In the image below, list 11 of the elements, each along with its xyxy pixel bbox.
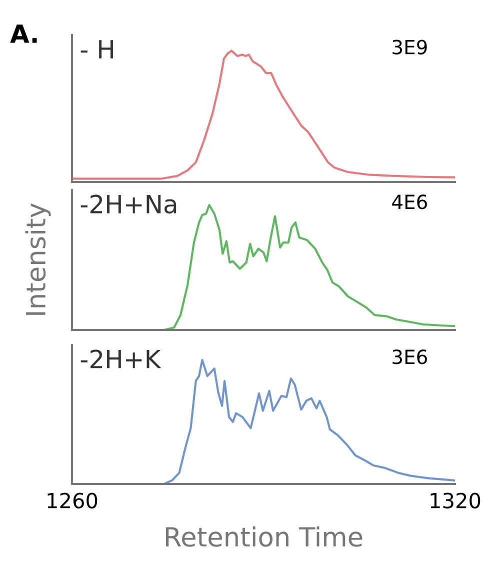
annotation: -2H+Na <box>80 194 176 214</box>
x-tick-label: 1320 <box>430 492 480 508</box>
y-axis-title: Intensity <box>25 203 51 315</box>
annotation: -2H+K <box>80 350 162 368</box>
annotation: 4E6 <box>392 194 427 210</box>
x-tick-label: 1260 <box>48 492 98 508</box>
annotation: - H <box>80 40 113 58</box>
annotation: 3E6 <box>392 350 427 364</box>
chart-title: A. <box>10 24 37 43</box>
x-axis-title: Retention Time <box>166 526 362 547</box>
annotation: 3E9 <box>392 40 427 54</box>
